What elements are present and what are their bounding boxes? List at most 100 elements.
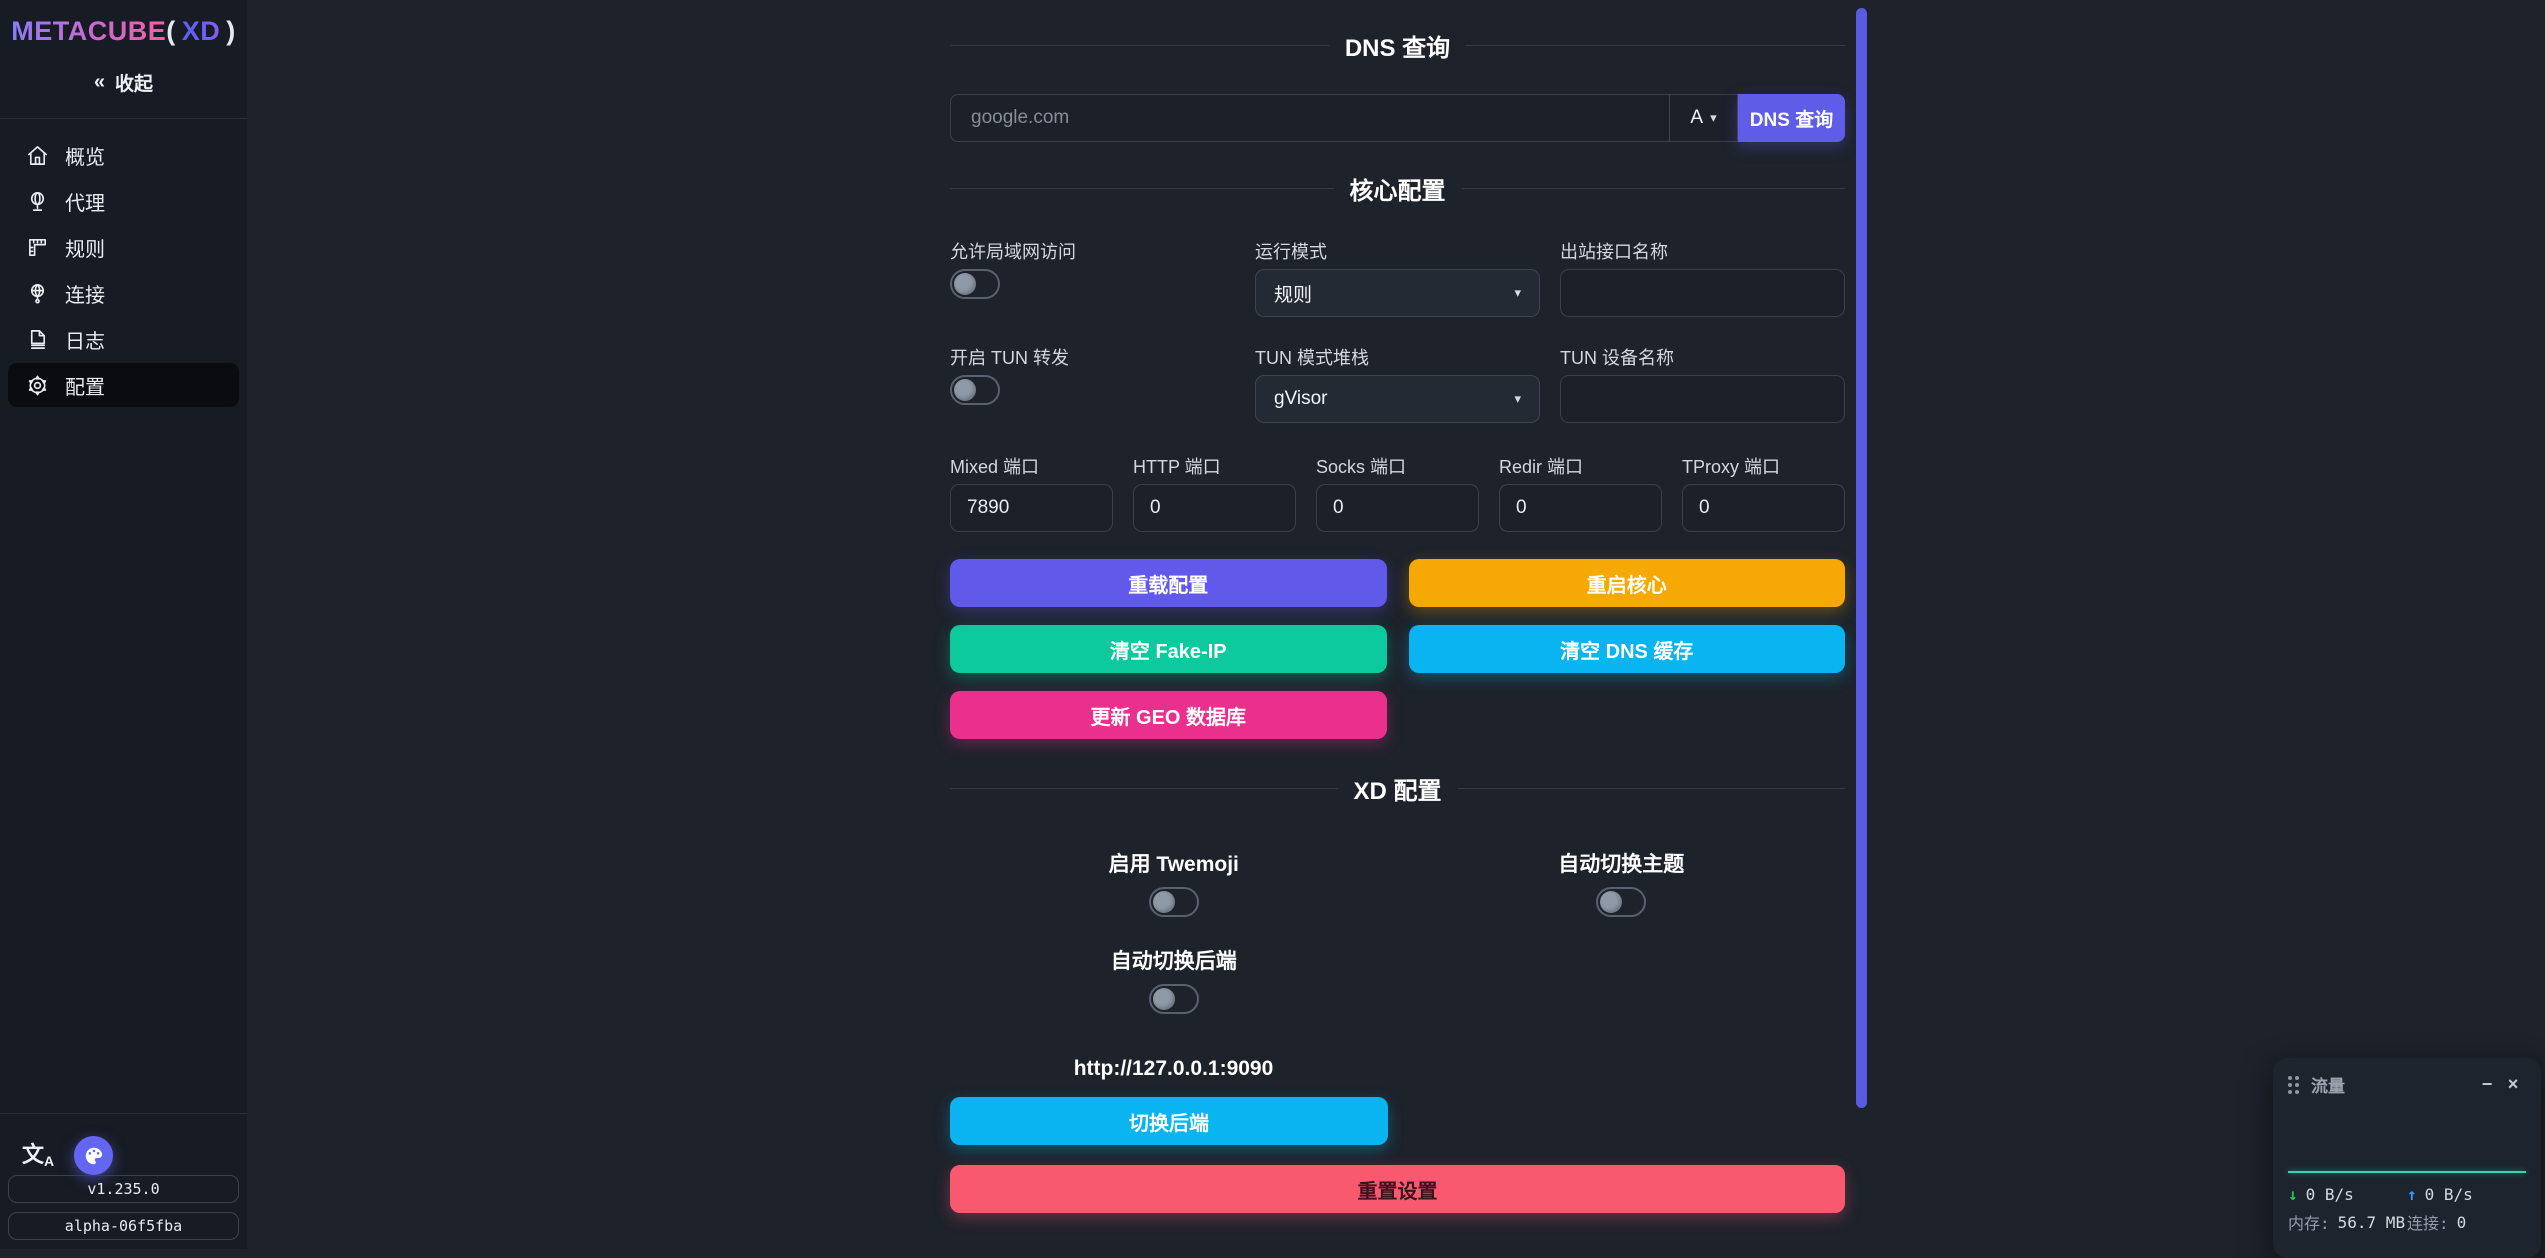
traffic-stats: ↓ 0 B/s ↑ 0 B/s 内存: 56.7 MB 连接: 0 xyxy=(2288,1185,2526,1234)
mixed-port-input[interactable] xyxy=(950,484,1113,532)
tun-stack-value: gVisor xyxy=(1274,388,1328,409)
collapse-sidebar-button[interactable]: « 收起 xyxy=(84,63,163,102)
interface-name-field: 出站接口名称 xyxy=(1560,238,1845,317)
run-mode-select[interactable]: 规则 ▾ xyxy=(1255,269,1540,317)
sidebar-item-label: 配置 xyxy=(65,376,105,399)
tproxy-port-input[interactable] xyxy=(1682,484,1845,532)
download-speed-value: 0 B/s xyxy=(2305,1185,2354,1204)
sidebar-item-logs[interactable]: 日志 xyxy=(8,317,239,361)
twemoji-toggle[interactable] xyxy=(1148,887,1199,917)
home-icon xyxy=(28,145,47,165)
auto-backend-label: 自动切换后端 xyxy=(1110,950,1237,973)
reset-settings-button[interactable]: 重置设置 xyxy=(950,1165,1845,1213)
theme-button[interactable] xyxy=(74,1136,114,1175)
update-geo-button[interactable]: 更新 GEO 数据库 xyxy=(950,691,1387,739)
sidebar-item-label: 日志 xyxy=(65,330,105,353)
redir-port-label: Redir 端口 xyxy=(1499,457,1584,477)
tun-device-label: TUN 设备名称 xyxy=(1560,348,1674,368)
sidebar-item-connections[interactable]: 连接 xyxy=(8,271,239,315)
minimize-button[interactable]: − xyxy=(2481,1074,2493,1094)
sidebar-item-label: 连接 xyxy=(65,284,105,307)
flush-fakeip-button[interactable]: 清空 Fake-IP xyxy=(950,625,1387,673)
logo-paren-close: ) xyxy=(226,16,236,46)
upload-speed: ↑ 0 B/s xyxy=(2407,1185,2526,1204)
core-section-header: 核心配置 xyxy=(950,173,1845,205)
drag-handle-icon[interactable] xyxy=(2288,1075,2299,1094)
memory-label: 内存: xyxy=(2288,1214,2330,1233)
logo-brand: METACUBE xyxy=(11,16,167,46)
auto-theme-label: 自动切换主题 xyxy=(1558,853,1685,876)
collapse-label: 收起 xyxy=(115,74,154,95)
dns-query-button[interactable]: DNS 查询 xyxy=(1738,94,1845,142)
sidebar-item-rules[interactable]: 规则 xyxy=(8,225,239,269)
run-mode-field: 运行模式 规则 ▾ xyxy=(1255,238,1540,317)
connections-count: 连接: 0 xyxy=(2407,1210,2526,1234)
ruler-icon xyxy=(29,238,46,256)
sidebar-item-overview[interactable]: 概览 xyxy=(8,133,239,177)
logo-variant: XD xyxy=(176,16,227,46)
divider-line xyxy=(0,1113,247,1114)
twemoji-label: 启用 Twemoji xyxy=(1108,853,1239,876)
arrow-up-icon: ↑ xyxy=(2407,1185,2417,1204)
traffic-chart xyxy=(2288,1111,2526,1173)
sidebar-item-config[interactable]: 配置 xyxy=(8,363,239,407)
document-icon xyxy=(30,329,46,349)
tun-enable-field: 开启 TUN 转发 xyxy=(950,344,1235,423)
config-page: DNS 查询 A ▾ DNS 查询 核心配置 允许局域网访问 运行模式 xyxy=(950,0,1846,1213)
logo-paren-open: ( xyxy=(166,16,176,46)
tun-stack-field: TUN 模式堆栈 gVisor ▾ xyxy=(1255,344,1540,423)
tproxy-port-field: TProxy 端口 xyxy=(1682,453,1845,532)
dns-section-title: DNS 查询 xyxy=(1344,34,1451,62)
redir-port-input[interactable] xyxy=(1499,484,1662,532)
xd-section-header: XD 配置 xyxy=(950,773,1846,805)
sidebar: METACUBE(XD) « 收起 概览 代理 规则 连接 日志 配置 xyxy=(0,0,247,1249)
frontend-version-badge[interactable]: alpha-06f5fba xyxy=(8,1212,239,1240)
interface-name-input[interactable] xyxy=(1560,269,1845,317)
socks-port-input[interactable] xyxy=(1316,484,1479,532)
http-port-input[interactable] xyxy=(1133,484,1296,532)
allow-lan-label: 允许局域网访问 xyxy=(950,242,1076,262)
chevrons-left-icon: « xyxy=(93,71,105,93)
auto-backend-field: 自动切换后端 xyxy=(950,945,1398,1014)
switch-backend-button[interactable]: 切换后端 xyxy=(950,1097,1388,1145)
run-mode-label: 运行模式 xyxy=(1255,242,1327,262)
traffic-panel-header: 流量 − × xyxy=(2288,1072,2526,1097)
traffic-panel: 流量 − × ↓ 0 B/s ↑ 0 B/s 内存: 56.7 MB 连接: 0 xyxy=(2273,1058,2541,1258)
dns-record-type-select[interactable]: A ▾ xyxy=(1669,94,1738,142)
close-icon[interactable]: × xyxy=(2507,1074,2519,1094)
sidebar-item-label: 概览 xyxy=(65,146,105,169)
globe-stand-icon xyxy=(30,191,45,211)
allow-lan-field: 允许局域网访问 xyxy=(950,238,1235,317)
download-speed: ↓ 0 B/s xyxy=(2288,1185,2407,1204)
xd-section-title: XD 配置 xyxy=(1353,777,1442,805)
dns-query-input[interactable] xyxy=(950,94,1669,142)
memory-usage: 内存: 56.7 MB xyxy=(2288,1210,2407,1234)
restart-core-button[interactable]: 重启核心 xyxy=(1408,559,1845,607)
reload-config-button[interactable]: 重载配置 xyxy=(950,559,1387,607)
connections-label: 连接: xyxy=(2407,1214,2449,1233)
flush-dns-cache-button[interactable]: 清空 DNS 缓存 xyxy=(1408,625,1845,673)
chevron-down-icon: ▾ xyxy=(1514,391,1521,406)
sidebar-item-proxies[interactable]: 代理 xyxy=(8,179,239,223)
dns-query-group: A ▾ DNS 查询 xyxy=(950,94,1845,142)
core-actions-grid: 重载配置 重启核心 清空 Fake-IP 清空 DNS 缓存 更新 GEO 数据… xyxy=(950,559,1845,739)
arrow-down-icon: ↓ xyxy=(2288,1185,2298,1204)
run-mode-value: 规则 xyxy=(1274,284,1313,306)
tun-enable-toggle[interactable] xyxy=(950,375,1000,405)
tun-stack-label: TUN 模式堆栈 xyxy=(1255,348,1369,368)
auto-theme-field: 自动切换主题 xyxy=(1398,848,1846,917)
allow-lan-toggle[interactable] xyxy=(950,269,1000,299)
vertical-scrollbar[interactable] xyxy=(1856,8,1867,1108)
http-port-label: HTTP 端口 xyxy=(1133,457,1221,477)
divider-line xyxy=(0,118,247,119)
tun-device-input[interactable] xyxy=(1560,375,1845,423)
core-version-badge[interactable]: v1.235.0 xyxy=(8,1175,239,1203)
auto-backend-toggle[interactable] xyxy=(1148,984,1199,1014)
auto-theme-toggle[interactable] xyxy=(1596,887,1647,917)
core-config-grid: 允许局域网访问 运行模式 规则 ▾ 出站接口名称 开启 TUN 转发 TUN 模… xyxy=(950,238,1845,423)
tun-device-field: TUN 设备名称 xyxy=(1560,344,1845,423)
tun-stack-select[interactable]: gVisor ▾ xyxy=(1255,375,1540,423)
twemoji-field: 启用 Twemoji xyxy=(950,848,1398,917)
